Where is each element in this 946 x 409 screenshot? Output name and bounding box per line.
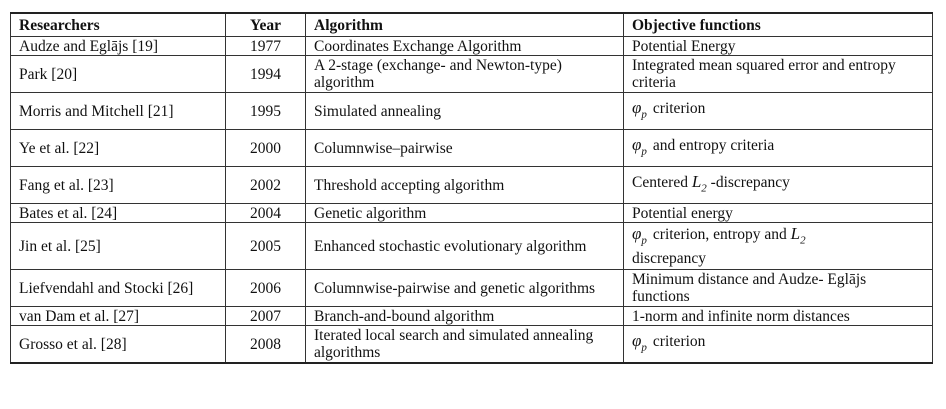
cell-researchers: Liefvendahl and Stocki [26] bbox=[10, 269, 226, 307]
cell-objective: φp criterion bbox=[623, 92, 933, 130]
header-objective: Objective functions bbox=[623, 12, 933, 37]
cell-researchers: Ye et al. [22] bbox=[10, 129, 226, 167]
table-row: van Dam et al. [27] 2007 Branch-and-boun… bbox=[10, 306, 933, 326]
cell-researchers: Audze and Eglājs [19] bbox=[10, 36, 226, 56]
cell-year: 2004 bbox=[225, 203, 306, 223]
cell-algorithm: A 2-stage (exchange- and Newton-type) al… bbox=[305, 55, 624, 93]
cell-objective: Potential energy bbox=[623, 203, 933, 223]
cell-algorithm: Enhanced stochastic evolutionary algorit… bbox=[305, 222, 624, 270]
cell-algorithm: Threshold accepting algorithm bbox=[305, 166, 624, 204]
cell-researchers: Park [20] bbox=[10, 55, 226, 93]
header-row: Researchers Year Algorithm Objective fun… bbox=[10, 12, 933, 37]
cell-algorithm: Simulated annealing bbox=[305, 92, 624, 130]
header-researchers: Researchers bbox=[10, 12, 226, 37]
phi-p-symbol: φp bbox=[632, 134, 647, 158]
table-row: Liefvendahl and Stocki [26] 2006 Columnw… bbox=[10, 269, 933, 307]
cell-year: 1995 bbox=[225, 92, 306, 130]
cell-algorithm: Iterated local search and simulated anne… bbox=[305, 325, 624, 364]
table-row: Ye et al. [22] 2000 Columnwise–pairwise … bbox=[10, 129, 933, 167]
cell-researchers: Bates et al. [24] bbox=[10, 203, 226, 223]
cell-objective: φp criterion bbox=[623, 325, 933, 364]
cell-year: 2008 bbox=[225, 325, 306, 364]
table-row: Park [20] 1994 A 2-stage (exchange- and … bbox=[10, 55, 933, 93]
cell-year: 2006 bbox=[225, 269, 306, 307]
header-algorithm: Algorithm bbox=[305, 12, 624, 37]
cell-researchers: van Dam et al. [27] bbox=[10, 306, 226, 326]
cell-objective: 1-norm and infinite norm distances bbox=[623, 306, 933, 326]
cell-objective: Centered L2 -discrepancy bbox=[623, 166, 933, 204]
cell-researchers: Grosso et al. [28] bbox=[10, 325, 226, 364]
header-year: Year bbox=[225, 12, 306, 37]
cell-objective: Integrated mean squared error and entrop… bbox=[623, 55, 933, 93]
l2-symbol: L2 bbox=[790, 224, 806, 247]
table-row: Bates et al. [24] 2004 Genetic algorithm… bbox=[10, 203, 933, 223]
table-row: Grosso et al. [28] 2008 Iterated local s… bbox=[10, 325, 933, 364]
cell-objective: φp criterion, entropy and L2 discrepancy bbox=[623, 222, 933, 270]
algorithms-table: Researchers Year Algorithm Objective fun… bbox=[10, 12, 933, 364]
table-row: Jin et al. [25] 2005 Enhanced stochastic… bbox=[10, 222, 933, 270]
table-row: Morris and Mitchell [21] 1995 Simulated … bbox=[10, 92, 933, 130]
cell-objective: φp and entropy criteria bbox=[623, 129, 933, 167]
table-row: Audze and Eglājs [19] 1977 Coordinates E… bbox=[10, 36, 933, 56]
cell-objective: Minimum distance and Audze- Eglājs funct… bbox=[623, 269, 933, 307]
cell-year: 1994 bbox=[225, 55, 306, 93]
cell-year: 2005 bbox=[225, 222, 306, 270]
cell-algorithm: Branch-and-bound algorithm bbox=[305, 306, 624, 326]
cell-year: 2002 bbox=[225, 166, 306, 204]
cell-objective: Potential Energy bbox=[623, 36, 933, 56]
cell-researchers: Morris and Mitchell [21] bbox=[10, 92, 226, 130]
cell-researchers: Fang et al. [23] bbox=[10, 166, 226, 204]
cell-year: 1977 bbox=[225, 36, 306, 56]
phi-p-symbol: φp bbox=[632, 330, 647, 354]
l2-symbol: L2 bbox=[691, 171, 707, 195]
phi-p-symbol: φp bbox=[632, 97, 647, 121]
table-row: Fang et al. [23] 2002 Threshold acceptin… bbox=[10, 166, 933, 204]
cell-algorithm: Genetic algorithm bbox=[305, 203, 624, 223]
cell-year: 2000 bbox=[225, 129, 306, 167]
cell-algorithm: Columnwise-pairwise and genetic algorith… bbox=[305, 269, 624, 307]
cell-year: 2007 bbox=[225, 306, 306, 326]
cell-algorithm: Coordinates Exchange Algorithm bbox=[305, 36, 624, 56]
phi-p-symbol: φp bbox=[632, 224, 647, 247]
cell-researchers: Jin et al. [25] bbox=[10, 222, 226, 270]
cell-algorithm: Columnwise–pairwise bbox=[305, 129, 624, 167]
